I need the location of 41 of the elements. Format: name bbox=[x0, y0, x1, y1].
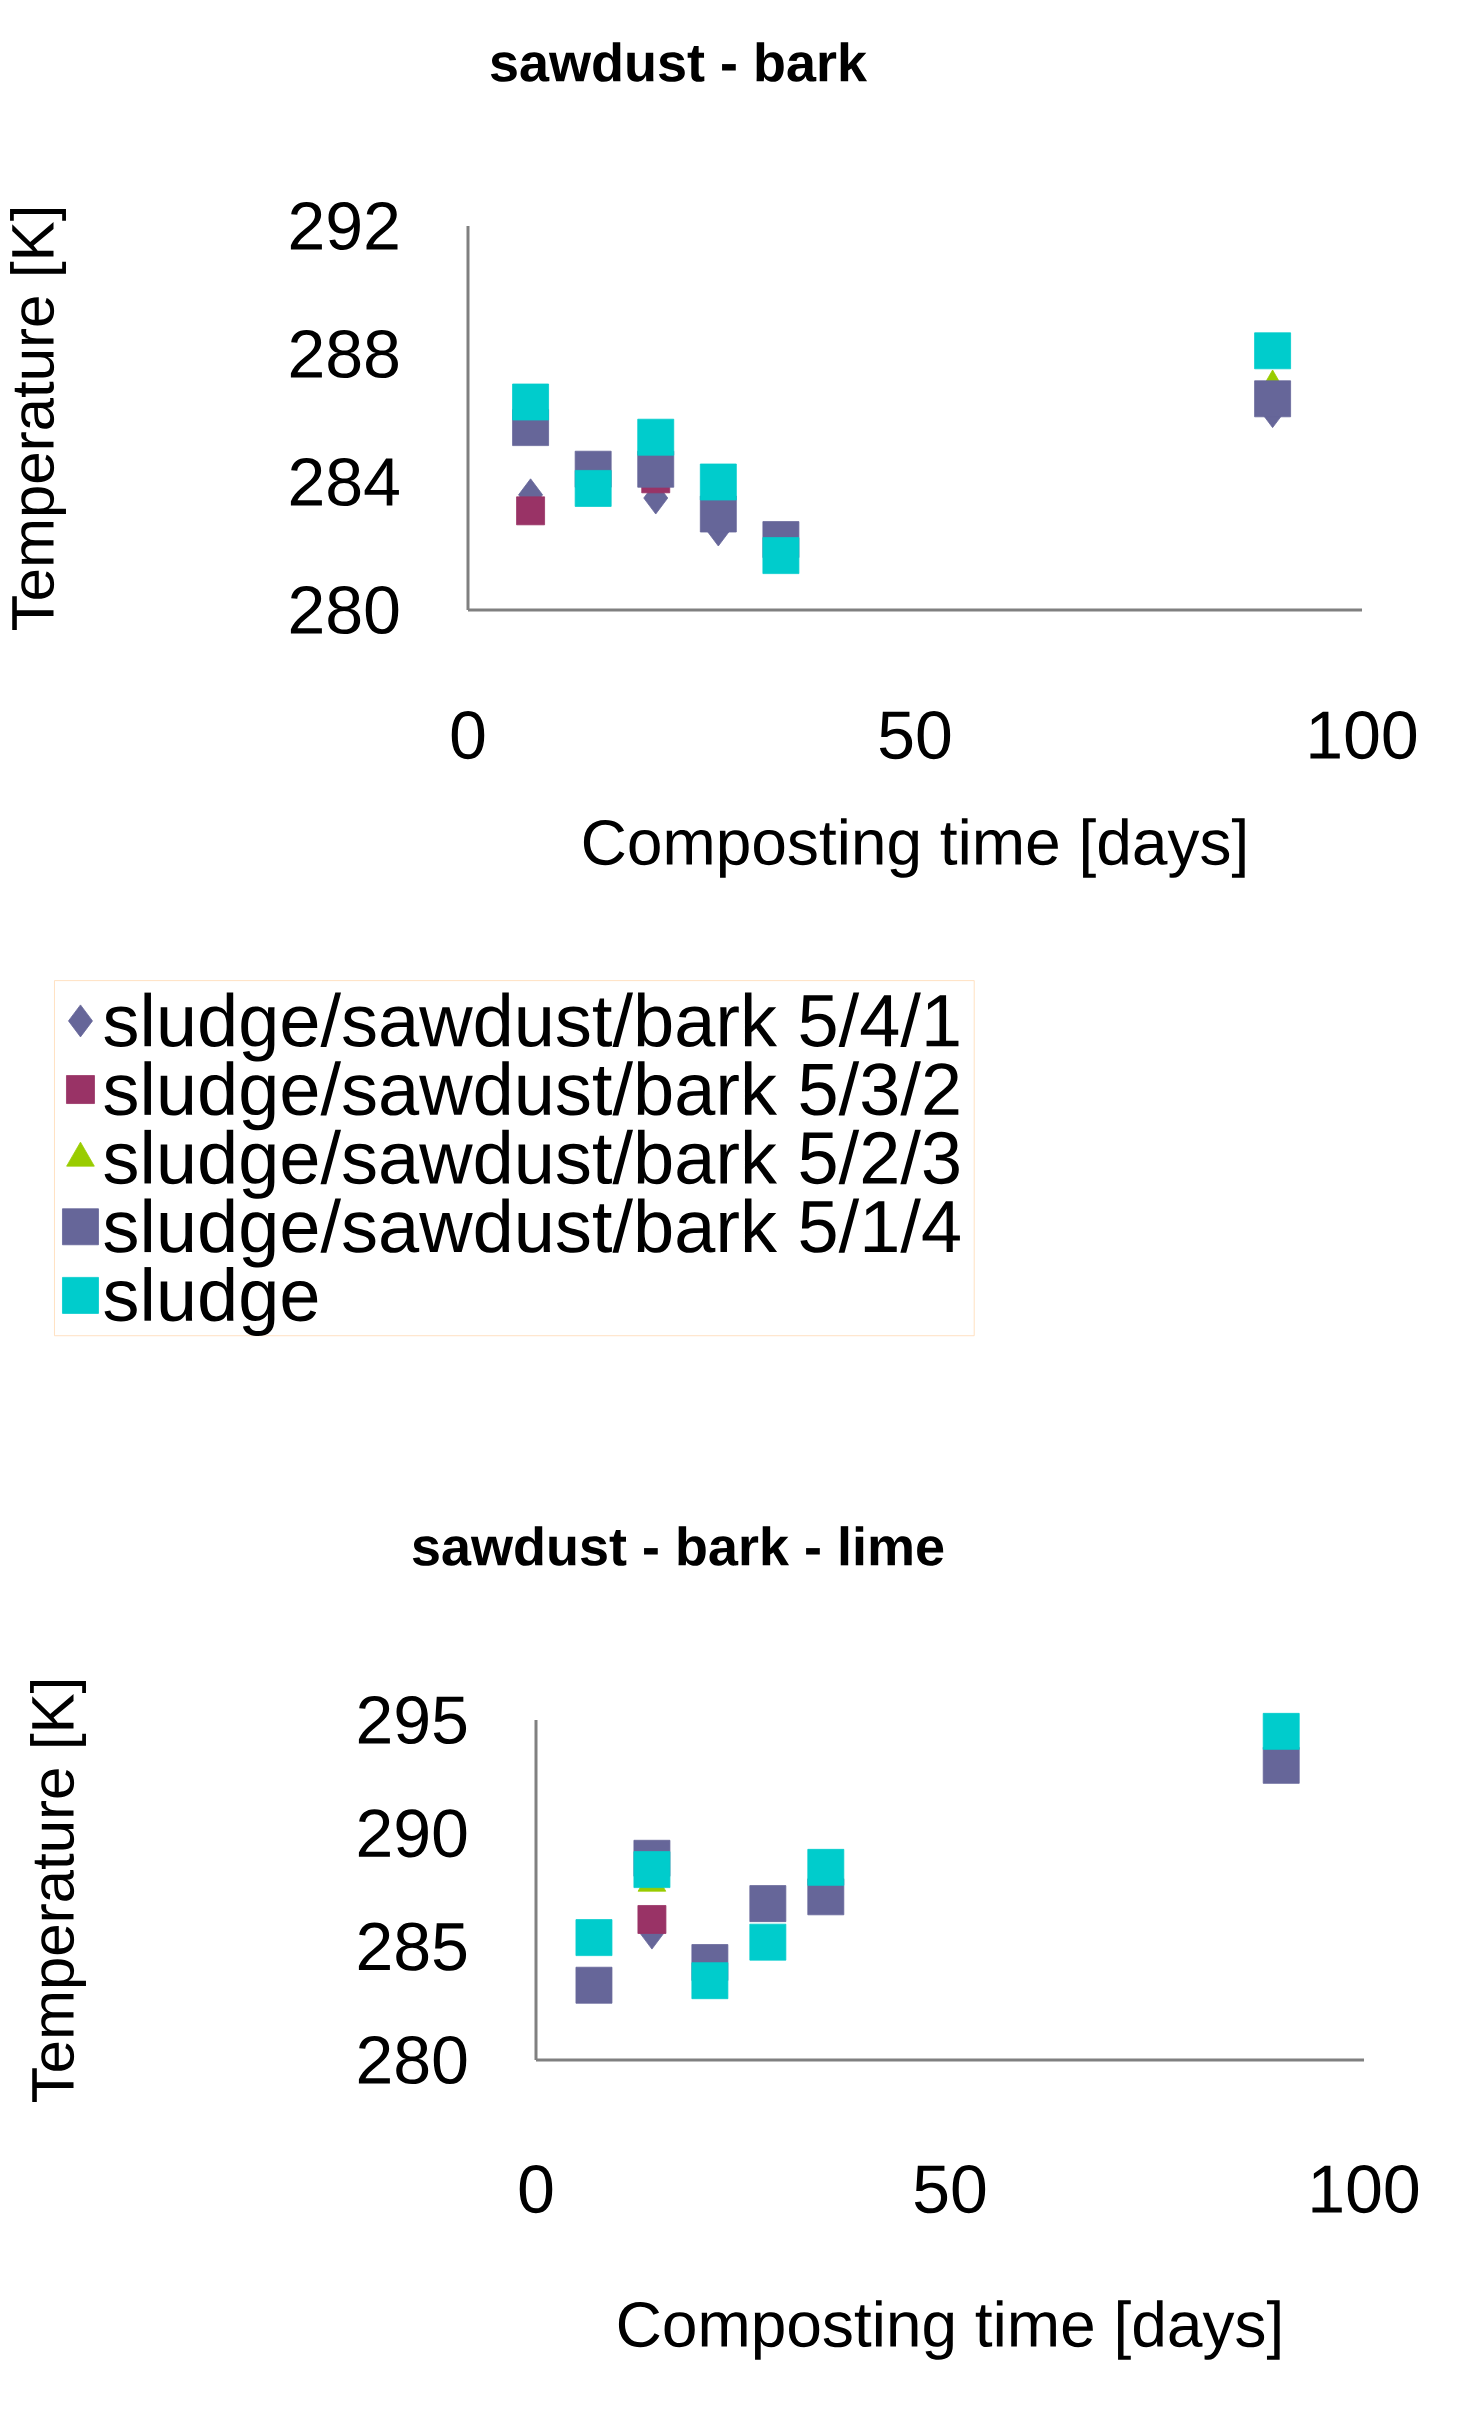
y-axis-title: Temperature [K] bbox=[10, 208, 66, 631]
y-tick-label: 290 bbox=[358, 1809, 467, 1858]
point bbox=[637, 418, 675, 456]
x-axis-title: Composting time [days] bbox=[583, 818, 1245, 878]
point bbox=[512, 383, 549, 421]
point bbox=[575, 1919, 613, 1957]
point bbox=[691, 1962, 729, 2000]
point bbox=[749, 1885, 787, 1923]
x-tick-label: 50 bbox=[879, 711, 951, 760]
y-tick-label: 284 bbox=[290, 457, 399, 507]
point bbox=[699, 463, 737, 501]
legend-label: sludge bbox=[104, 1267, 318, 1337]
point bbox=[1254, 380, 1292, 418]
point bbox=[575, 1966, 613, 2004]
y-tick-label: 292 bbox=[290, 201, 398, 251]
point bbox=[637, 1905, 667, 1934]
x-tick-label: 0 bbox=[519, 2165, 553, 2214]
y-tick-label: 288 bbox=[290, 329, 398, 379]
point bbox=[762, 537, 800, 575]
y-tick-label: 285 bbox=[358, 1922, 467, 1971]
point bbox=[1262, 1712, 1300, 1750]
point bbox=[516, 496, 545, 526]
point bbox=[807, 1848, 845, 1886]
point bbox=[633, 1851, 671, 1889]
x-tick-label: 100 bbox=[1310, 711, 1417, 760]
y-tick-label: 295 bbox=[358, 1695, 467, 1745]
x-tick-label: 50 bbox=[914, 2165, 986, 2214]
legend-label: sludge/sawdust/bark 5/1/4 bbox=[104, 1198, 960, 1268]
chart-title: sawdust - bark bbox=[490, 42, 868, 82]
legend-label: sludge/sawdust/bark 5/2/3 bbox=[104, 1129, 959, 1199]
x-tick-label: 0 bbox=[451, 711, 485, 760]
legend-label: sludge/sawdust/bark 5/4/1 bbox=[104, 992, 959, 1062]
x-axis-title: Composting time [days] bbox=[618, 2300, 1280, 2360]
point bbox=[1254, 332, 1292, 370]
x-tick-label: 100 bbox=[1312, 2165, 1419, 2214]
chart-title: sawdust - bark - lime bbox=[412, 1526, 944, 1566]
point bbox=[749, 1923, 787, 1961]
y-tick-label: 280 bbox=[358, 2035, 467, 2085]
point bbox=[574, 470, 612, 507]
y-tick-label: 280 bbox=[290, 585, 399, 635]
y-axis-title: Temperature [K] bbox=[30, 1680, 86, 2103]
